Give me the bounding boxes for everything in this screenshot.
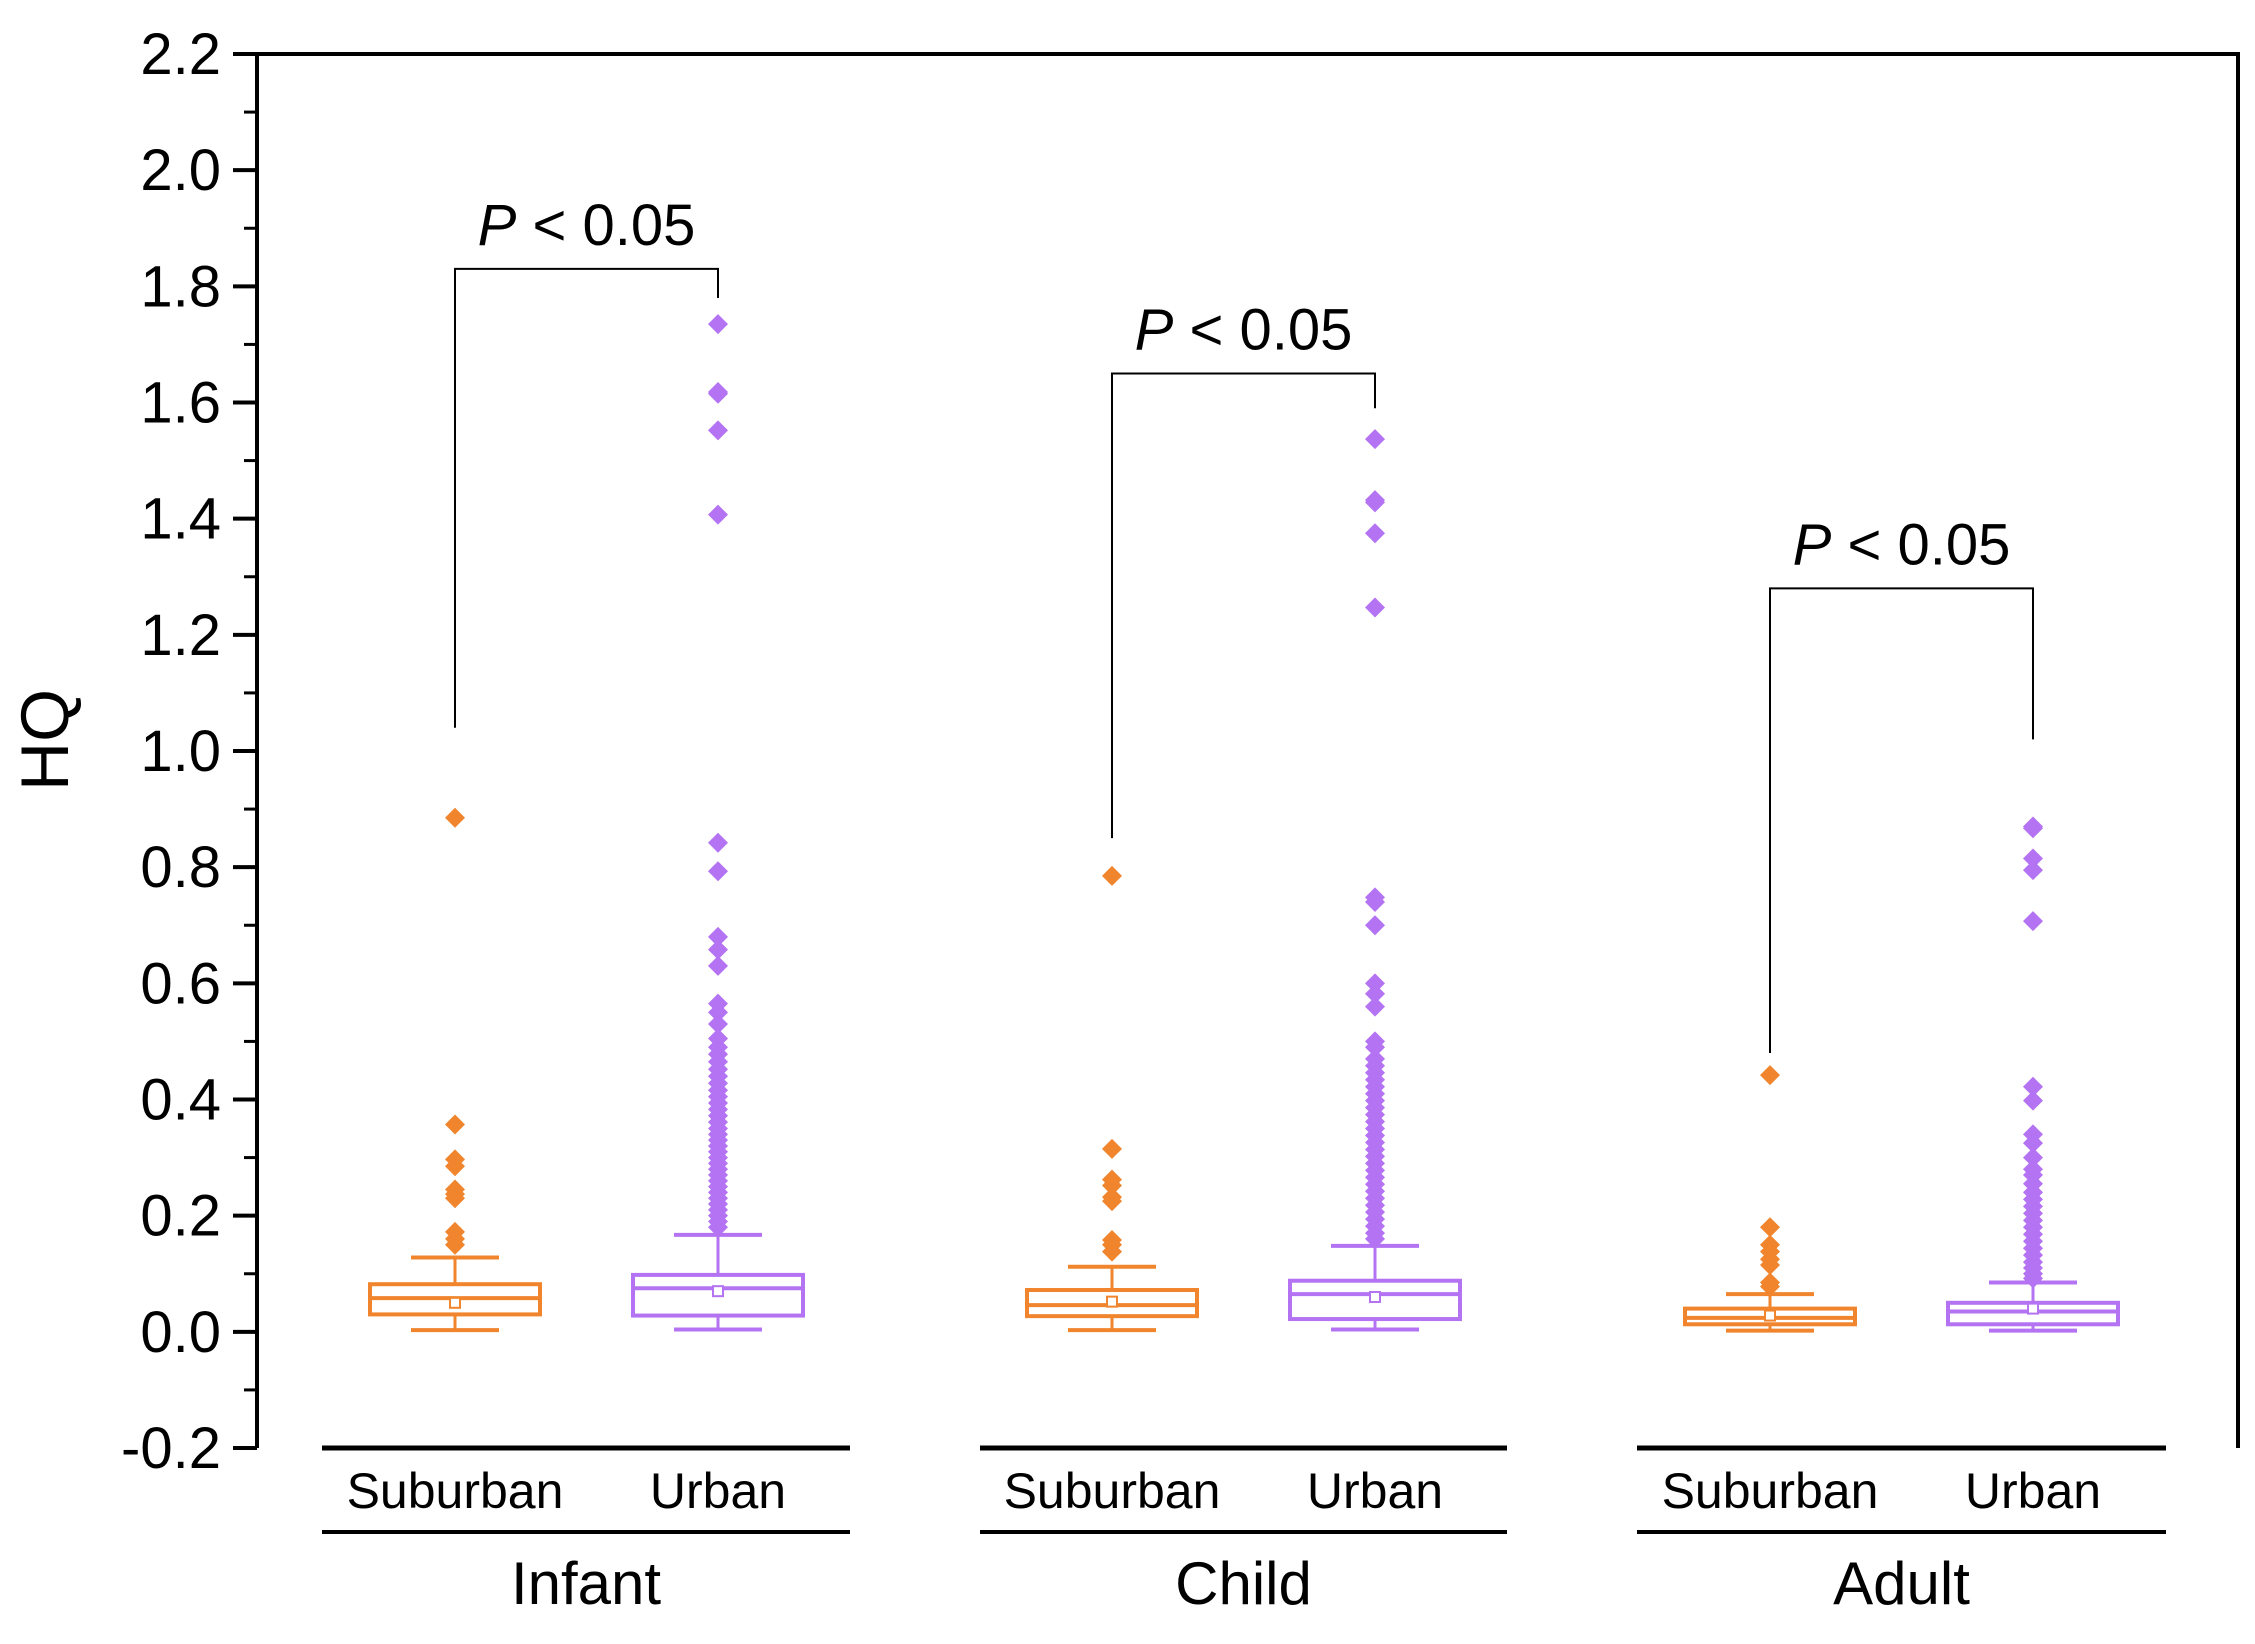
outlier-point xyxy=(1365,915,1385,936)
outlier-point xyxy=(1365,597,1385,618)
y-axis-title: HQ xyxy=(7,689,83,791)
outlier-point xyxy=(1760,1255,1780,1276)
category-label: Urban xyxy=(1965,1463,2101,1519)
outlier-point xyxy=(1365,1228,1385,1249)
y-axis: -0.2 0.0 0.2 0.4 0.6 0.8 1.0 1.2 1.4 1.6 1.8 2.0 2.2 xyxy=(121,22,257,1481)
significance-label: P < 0.05 xyxy=(1793,512,2011,577)
outlier-point xyxy=(2023,818,2043,839)
outlier-point xyxy=(2023,1147,2043,1168)
box-series xyxy=(368,314,2120,1333)
outlier-point xyxy=(2023,911,2043,932)
outlier-point xyxy=(708,1002,728,1023)
outlier-point xyxy=(708,939,728,960)
outlier-point xyxy=(1365,492,1385,513)
iqr-box xyxy=(1288,1278,1462,1322)
p-symbol: P xyxy=(478,193,517,258)
outlier-point xyxy=(708,504,728,525)
outlier-point xyxy=(1365,973,1385,994)
outlier-point xyxy=(2023,1133,2043,1154)
category-label: Urban xyxy=(1307,1463,1443,1519)
outlier-point xyxy=(1365,892,1385,913)
y-tick-label: 1.6 xyxy=(140,371,221,436)
outlier-point xyxy=(708,926,728,947)
p-threshold: < 0.05 xyxy=(1173,297,1352,362)
significance-bracket xyxy=(454,267,719,728)
mean-marker xyxy=(2027,1302,2039,1315)
outlier-point xyxy=(445,1234,465,1255)
y-tick-label: 1.8 xyxy=(140,254,221,319)
p-threshold: < 0.05 xyxy=(1831,512,2010,577)
iqr-box xyxy=(631,1272,805,1318)
outlier-point xyxy=(708,420,728,441)
y-tick-label: 0.6 xyxy=(140,951,221,1016)
outlier-point xyxy=(1102,1241,1122,1262)
p-symbol: P xyxy=(1793,512,1832,577)
category-label: Suburban xyxy=(1004,1463,1221,1519)
outlier-point xyxy=(445,1114,465,1135)
category-label: Suburban xyxy=(347,1463,564,1519)
outlier-point xyxy=(1102,1191,1122,1212)
y-tick-label: 1.4 xyxy=(140,487,221,552)
plot-frame xyxy=(255,52,2240,1448)
outlier-point xyxy=(708,314,728,335)
y-tick-label: 1.0 xyxy=(140,719,221,784)
category-label: Suburban xyxy=(1662,1463,1879,1519)
outlier-point xyxy=(1365,429,1385,450)
outlier-point xyxy=(2023,860,2043,881)
mean-marker xyxy=(449,1296,461,1309)
y-tick-label: 2.2 xyxy=(140,22,221,87)
outlier-point xyxy=(1102,1175,1122,1196)
mean-marker xyxy=(1764,1309,1776,1322)
outlier-point xyxy=(1760,1276,1780,1297)
group-label: Child xyxy=(1175,1550,1312,1617)
significance-label: P < 0.05 xyxy=(1135,297,1353,362)
outlier-point xyxy=(708,1217,728,1238)
mean-marker xyxy=(1106,1295,1118,1308)
outlier-point xyxy=(708,1013,728,1034)
outlier-point xyxy=(2023,1076,2043,1097)
outlier-point xyxy=(708,861,728,882)
outlier-point xyxy=(1102,1138,1122,1159)
group-label: Infant xyxy=(511,1550,661,1617)
outlier-point xyxy=(2023,1090,2043,1111)
outlier-point xyxy=(1365,983,1385,1004)
outlier-point xyxy=(2023,1268,2043,1289)
significance-annotations: P < 0.05P < 0.05P < 0.05 xyxy=(454,193,2034,1054)
p-threshold: < 0.05 xyxy=(516,193,695,258)
y-tick-label: 0.8 xyxy=(140,835,221,900)
y-tick-label: -0.2 xyxy=(121,1416,221,1481)
outlier-point xyxy=(1365,1037,1385,1058)
outlier-point xyxy=(708,955,728,976)
outlier-point xyxy=(445,1188,465,1209)
outlier-point xyxy=(1102,865,1122,886)
significance-bracket xyxy=(1769,587,2034,1054)
plot-frame-border xyxy=(255,52,2240,1448)
outlier-point xyxy=(445,1156,465,1177)
group-label: Adult xyxy=(1833,1550,1970,1617)
outlier-point xyxy=(708,383,728,404)
y-tick-label: 2.0 xyxy=(140,138,221,203)
outlier-point xyxy=(445,807,465,828)
y-tick-label: 1.2 xyxy=(140,603,221,668)
outlier-point xyxy=(1365,523,1385,544)
category-label: Urban xyxy=(650,1463,786,1519)
p-symbol: P xyxy=(1135,297,1174,362)
mean-marker xyxy=(1369,1290,1381,1303)
outlier-point xyxy=(1365,996,1385,1017)
y-tick-label: 0.4 xyxy=(140,1068,221,1133)
outlier-point xyxy=(1760,1217,1780,1238)
outlier-point xyxy=(2023,848,2043,869)
mean-marker xyxy=(712,1285,724,1298)
outlier-point xyxy=(708,832,728,853)
significance-label: P < 0.05 xyxy=(478,193,696,258)
outlier-point xyxy=(1760,1065,1780,1086)
significance-bracket xyxy=(1111,372,1376,839)
y-tick-label: 0.0 xyxy=(140,1300,221,1365)
x-axis-groups: Suburban Urban Infant Suburban Urban Child Sub… xyxy=(322,1445,2166,1617)
y-tick-label: 0.2 xyxy=(140,1184,221,1249)
